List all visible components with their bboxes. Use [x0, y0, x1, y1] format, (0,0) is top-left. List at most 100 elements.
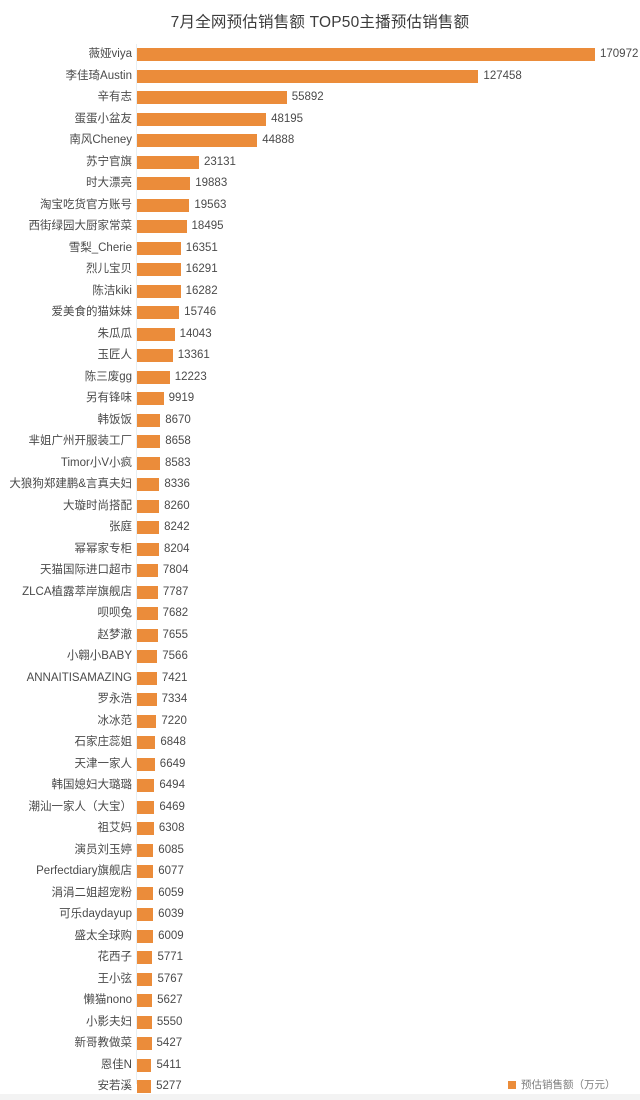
bar-value-label: 6848 [160, 736, 186, 748]
bar [137, 865, 154, 879]
bar-category-label: 涓涓二姐超宠粉 [51, 886, 133, 899]
bar-category-label: 李佳琦Austin [65, 69, 132, 82]
bar-category-label: 玉匠人 [97, 349, 133, 361]
bar-value-label: 6469 [159, 800, 185, 813]
bar-category-label: 辛有志 [97, 91, 133, 103]
bar-category-label: 赵梦澈 [97, 628, 133, 641]
bar-category-label: 韩国媳妇大璐璐 [51, 779, 133, 791]
bar-value-label: 6308 [158, 822, 185, 834]
bar-row: 盛太全球购 6009 [0, 926, 640, 948]
bar-category-label: 天津一家人 [74, 757, 133, 770]
bar [137, 327, 175, 341]
bar-category-label: 呗呗兔 [97, 607, 133, 619]
bar-value-label: 15746 [184, 306, 217, 318]
bar-category-label: 冰冰范 [97, 714, 133, 727]
bar [137, 714, 157, 728]
bar-category-label: 潮汕一家人（大宝） [28, 800, 133, 813]
bar [137, 542, 159, 556]
bar-value-label: 8242 [164, 521, 190, 533]
bar-row: 石家庄蕊姐 6848 [0, 732, 640, 754]
bar [137, 413, 161, 427]
bar-value-label: 8670 [165, 413, 191, 426]
bar [137, 48, 595, 62]
bar [137, 1080, 152, 1094]
bar-category-label: 盛太全球购 [74, 929, 133, 942]
bar-value-label: 16282 [185, 284, 218, 297]
bar-row: ANNAITISAMAZING 7421 [0, 668, 640, 690]
bar-value-label: 14043 [179, 327, 212, 340]
bar-row: 南风Cheney 44888 [0, 130, 640, 152]
bar [137, 284, 181, 298]
bar [137, 671, 157, 685]
bar [137, 435, 161, 449]
bar-row: 演员刘玉婷 6085 [0, 840, 640, 862]
bar-row: 涓涓二姐超宠粉 6059 [0, 883, 640, 905]
bar [137, 908, 154, 922]
bar-category-label: 雪梨_Cherie [68, 241, 132, 254]
bar-category-label: Timor小V小疯 [60, 456, 132, 469]
bar-category-label: 安若溪 [97, 1080, 133, 1092]
bar-category-label: 西街绿园大厨家常菜 [28, 220, 133, 232]
bar-row: 幂幂家专柜 8204 [0, 539, 640, 561]
bar [137, 220, 187, 234]
bar-row: ZLCA植露萃岸旗舰店 7787 [0, 582, 640, 604]
bar-value-label: 7682 [162, 607, 189, 619]
bar-category-label: 祖艾妈 [97, 822, 133, 834]
bar-value-label: 6077 [158, 865, 184, 877]
bar-row: 陈三废gg 12223 [0, 367, 640, 389]
bar-row: 赵梦澈 7655 [0, 625, 640, 647]
bar [137, 456, 160, 470]
bar-category-label: 懒猫nono [83, 994, 132, 1006]
bar-category-label: 芈姐广州开服装工厂 [28, 435, 133, 447]
bar [137, 757, 155, 771]
bar-value-label: 55892 [291, 91, 324, 103]
bar-row: 蛋蛋小盆友 48195 [0, 109, 640, 131]
bar-row: 淘宝吃货官方账号 19563 [0, 195, 640, 217]
bar [137, 478, 160, 492]
bar-value-label: 16351 [185, 241, 218, 254]
bar [137, 693, 157, 707]
bar-row: 新哥教做菜 5427 [0, 1033, 640, 1055]
bar-value-label: 18495 [191, 220, 224, 232]
bar-value-label: 7787 [162, 585, 189, 598]
bar-category-label: 烈儿宝贝 [86, 263, 132, 275]
bar-value-label: 8204 [163, 542, 190, 555]
bar [137, 1015, 152, 1029]
bar-row: 花西子 5771 [0, 947, 640, 969]
bar-row: 呗呗兔 7682 [0, 603, 640, 625]
bar [137, 779, 155, 793]
bar-value-label: 5771 [157, 951, 184, 963]
bar-value-label: 7655 [162, 628, 189, 641]
bar-row: 玉匠人 13361 [0, 345, 640, 367]
bar-category-label: 韩饭饭 [97, 413, 133, 426]
bar-value-label: 7421 [161, 671, 188, 684]
bar-row: 张庭 8242 [0, 517, 640, 539]
bar-row: 大狼狗郑建鹏&言真夫妇 8336 [0, 474, 640, 496]
bar-value-label: 7566 [162, 650, 188, 662]
bar-row: 时大漂亮 19883 [0, 173, 640, 195]
bar [137, 134, 258, 148]
bar-category-label: ZLCA植露萃岸旗舰店 [22, 585, 132, 598]
bar-row: 懒猫nono 5627 [0, 990, 640, 1012]
bar-category-label: 陈洁kiki [92, 284, 132, 297]
bar-row: 爱美食的猫妹妹 15746 [0, 302, 640, 324]
bar-category-label: 可乐daydayup [59, 908, 132, 920]
bar-category-label: 苏宁官旗 [86, 155, 132, 168]
bar-row: 薇娅viya 170972 [0, 44, 640, 66]
bar [137, 499, 160, 513]
bar-category-label: 花西子 [97, 951, 133, 963]
chart-title: 7月全网预估销售额 TOP50主播预估销售额 [170, 14, 470, 31]
bar-value-label: 170972 [600, 48, 639, 60]
bar-value-label: 5767 [157, 972, 184, 985]
bar-value-label: 19563 [194, 198, 227, 211]
bar-value-label: 8583 [164, 456, 191, 469]
bar-category-label: 恩佳N [100, 1058, 132, 1071]
bar [137, 929, 154, 943]
bar-value-label: 5627 [157, 994, 183, 1006]
bar-row: 西街绿园大厨家常菜 18495 [0, 216, 640, 238]
bar-category-label: 南风Cheney [69, 134, 132, 146]
bar-value-label: 8336 [164, 478, 190, 490]
bar-category-label: 淘宝吃货官方账号 [40, 198, 132, 211]
bar-category-label: 王小弦 [97, 972, 133, 985]
bar-value-label: 8260 [164, 499, 190, 512]
